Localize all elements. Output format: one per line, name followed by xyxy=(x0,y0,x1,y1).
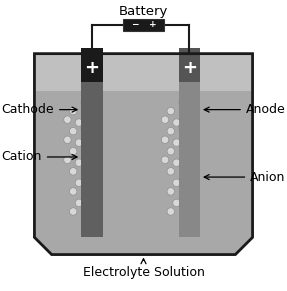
Text: Cation: Cation xyxy=(1,150,77,164)
Circle shape xyxy=(81,99,88,106)
Circle shape xyxy=(69,107,77,115)
Circle shape xyxy=(173,199,180,207)
Circle shape xyxy=(167,107,174,115)
Circle shape xyxy=(75,159,83,166)
Text: Cathode: Cathode xyxy=(1,103,77,116)
Bar xyxy=(179,48,200,82)
Circle shape xyxy=(167,168,174,175)
Text: Electrolyte Solution: Electrolyte Solution xyxy=(83,259,204,279)
Text: Anion: Anion xyxy=(204,171,286,184)
Circle shape xyxy=(161,136,169,143)
Bar xyxy=(123,19,164,31)
Circle shape xyxy=(167,127,174,135)
Circle shape xyxy=(173,179,180,187)
Circle shape xyxy=(167,208,174,215)
Circle shape xyxy=(69,208,77,215)
Circle shape xyxy=(173,139,180,146)
Circle shape xyxy=(75,179,83,187)
Circle shape xyxy=(64,116,71,123)
Circle shape xyxy=(64,136,71,143)
Circle shape xyxy=(69,188,77,195)
Text: −: − xyxy=(131,20,138,29)
Bar xyxy=(81,48,103,82)
Circle shape xyxy=(75,119,83,126)
Bar xyxy=(179,54,200,237)
Text: +: + xyxy=(84,59,99,77)
Circle shape xyxy=(69,127,77,135)
PathPatch shape xyxy=(34,54,253,255)
Circle shape xyxy=(81,125,88,132)
Circle shape xyxy=(173,119,180,126)
Circle shape xyxy=(69,168,77,175)
Text: Anode: Anode xyxy=(204,103,286,116)
Text: Battery: Battery xyxy=(119,5,168,18)
Circle shape xyxy=(173,159,180,166)
Bar xyxy=(81,54,103,237)
Circle shape xyxy=(167,188,174,195)
Circle shape xyxy=(167,148,174,155)
Circle shape xyxy=(75,199,83,207)
Circle shape xyxy=(69,148,77,155)
Circle shape xyxy=(161,156,169,164)
Circle shape xyxy=(64,156,71,164)
Text: +: + xyxy=(149,20,156,29)
Circle shape xyxy=(75,139,83,146)
PathPatch shape xyxy=(34,91,253,255)
Circle shape xyxy=(179,99,186,106)
Circle shape xyxy=(179,125,186,132)
Text: +: + xyxy=(182,59,197,77)
Circle shape xyxy=(161,116,169,123)
